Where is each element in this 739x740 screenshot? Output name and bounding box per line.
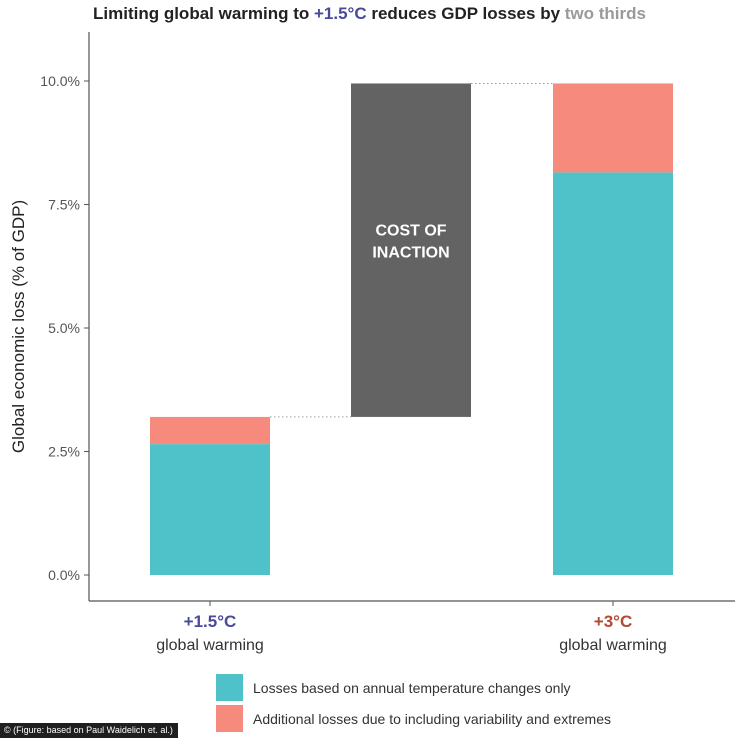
title-highlight-fraction: two thirds — [564, 4, 646, 23]
y-axis-title: Global economic loss (% of GDP) — [9, 200, 28, 453]
legend-label-variability: Additional losses due to including varia… — [253, 710, 611, 727]
legend-item-variability: Additional losses due to including varia… — [216, 704, 611, 733]
bar-annual-high — [553, 172, 673, 575]
legend-label-annual: Losses based on annual temperature chang… — [253, 679, 571, 696]
y-tick-label-4: 10.0% — [40, 73, 80, 89]
bar-annual-low — [150, 444, 270, 575]
y-tick-label-3: 7.5% — [48, 197, 80, 213]
x-tick-label-low-line2: global warming — [156, 637, 264, 654]
x-tick-label-low-line1: +1.5°C — [184, 612, 237, 631]
legend-swatch-annual — [216, 674, 243, 701]
legend-item-annual: Losses based on annual temperature chang… — [216, 673, 611, 702]
title-part1: Limiting global warming to — [93, 4, 314, 23]
figure-credit: © (Figure: based on Paul Waidelich et. a… — [0, 723, 178, 738]
title-part2: reduces GDP losses by — [366, 4, 565, 23]
y-tick-label-1: 2.5% — [48, 444, 80, 460]
legend: Losses based on annual temperature chang… — [216, 673, 611, 735]
y-tick-label-2: 5.0% — [48, 320, 80, 336]
title-highlight-warming: +1.5°C — [314, 4, 367, 23]
cost-label-line2: INACTION — [372, 244, 449, 261]
y-tick-label-0: 0.0% — [48, 567, 80, 583]
x-tick-label-high-line2: global warming — [559, 637, 667, 654]
legend-swatch-variability — [216, 705, 243, 732]
bar-variability-low — [150, 416, 270, 445]
x-tick-label-high-line1: +3°C — [594, 612, 632, 631]
bar-cost-of-inaction — [351, 83, 471, 417]
cost-label-line1: COST OF — [375, 222, 446, 239]
chart-title: Limiting global warming to +1.5°C reduce… — [0, 4, 739, 24]
waterfall-chart: 0.0% 2.5% 5.0% 7.5% 10.0% Global economic los… — [9, 32, 735, 654]
bar-variability-high — [553, 83, 673, 173]
